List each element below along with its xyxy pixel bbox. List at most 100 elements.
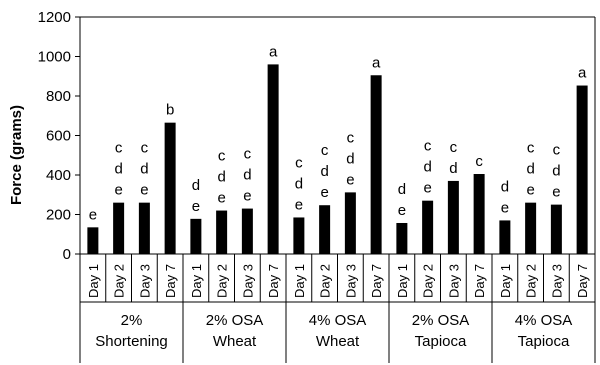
- bar: [138, 202, 150, 254]
- significance-letter: e: [114, 182, 122, 199]
- significance-letter: d: [449, 160, 457, 177]
- x-tick-label: Day 2: [215, 264, 230, 298]
- significance-letter: e: [192, 198, 200, 215]
- y-tick-label: 600: [46, 128, 71, 145]
- y-tick-label: 1200: [38, 9, 71, 26]
- significance-letter: d: [295, 175, 303, 192]
- significance-letter: c: [321, 142, 329, 159]
- bar: [241, 208, 253, 254]
- significance-letter: d: [501, 178, 509, 195]
- significance-letter: e: [423, 180, 431, 197]
- significance-letter: d: [192, 177, 200, 194]
- significance-letter: e: [89, 206, 97, 223]
- significance-letter: c: [475, 153, 483, 170]
- x-tick-label: Day 2: [112, 264, 127, 298]
- x-tick-label: Day 7: [369, 264, 384, 298]
- bar: [576, 85, 588, 254]
- bar: [164, 122, 176, 254]
- group-label: Wheat: [213, 333, 257, 350]
- significance-letter: e: [217, 190, 225, 207]
- significance-letter: b: [166, 102, 174, 119]
- y-tick-label: 400: [46, 167, 71, 184]
- x-tick-label: Day 7: [163, 264, 178, 298]
- bar: [473, 174, 485, 254]
- bar: [525, 202, 537, 254]
- significance-letter: e: [346, 171, 354, 188]
- significance-letter: d: [217, 169, 225, 186]
- significance-letter: e: [140, 182, 148, 199]
- group-label: Wheat: [316, 333, 360, 350]
- significance-letter: d: [526, 161, 534, 178]
- bar: [216, 210, 228, 254]
- x-tick-label: Day 3: [343, 264, 358, 298]
- x-tick-label: Day 7: [472, 264, 487, 298]
- x-tick-label: Day 2: [421, 264, 436, 298]
- significance-letter: e: [320, 184, 328, 201]
- group-label: 2% OSA: [412, 312, 470, 329]
- significance-letter: c: [218, 148, 226, 165]
- significance-letter: c: [295, 154, 303, 171]
- significance-letter: e: [552, 184, 560, 201]
- x-tick-label: Day 3: [137, 264, 152, 298]
- bar: [344, 192, 356, 254]
- y-tick-label: 1000: [38, 49, 71, 66]
- x-tick-label: Day 1: [189, 264, 204, 298]
- x-tick-label: Day 3: [240, 264, 255, 298]
- group-label: 2% OSA: [206, 312, 264, 329]
- significance-letter: c: [115, 140, 123, 157]
- bar: [190, 218, 202, 254]
- significance-letter: a: [578, 65, 587, 82]
- significance-letter: d: [140, 161, 148, 178]
- bar: [550, 204, 562, 254]
- bar: [422, 200, 434, 254]
- significance-letter: d: [320, 163, 328, 180]
- group-label: 2%: [121, 312, 143, 329]
- significance-letter: c: [553, 142, 561, 159]
- x-tick-label: Day 1: [498, 264, 513, 298]
- significance-letter: a: [269, 43, 278, 60]
- y-tick-label: 0: [63, 246, 71, 263]
- significance-letter: e: [501, 199, 509, 216]
- bar: [267, 64, 279, 255]
- significance-letter: d: [114, 161, 122, 178]
- group-label: 4% OSA: [309, 312, 367, 329]
- group-label: Tapioca: [415, 333, 467, 350]
- y-axis-label: Force (grams): [8, 105, 25, 205]
- bar: [319, 205, 331, 254]
- significance-letter: e: [398, 202, 406, 219]
- significance-letter: e: [243, 188, 251, 205]
- bar: [87, 227, 99, 254]
- bar: [293, 217, 305, 254]
- significance-letter: d: [423, 159, 431, 176]
- x-tick-label: Day 7: [575, 264, 590, 298]
- bar: [113, 202, 125, 254]
- x-tick-label: Day 2: [318, 264, 333, 298]
- significance-letter: a: [372, 54, 381, 71]
- significance-letter: c: [141, 140, 149, 157]
- y-tick-label: 200: [46, 207, 71, 224]
- bar: [370, 75, 382, 254]
- group-label: Tapioca: [518, 333, 570, 350]
- significance-letter: e: [526, 182, 534, 199]
- x-tick-label: Day 1: [292, 264, 307, 298]
- x-tick-label: Day 1: [395, 264, 410, 298]
- x-tick-label: Day 3: [549, 264, 564, 298]
- significance-letter: c: [527, 140, 535, 157]
- significance-letter: d: [243, 167, 251, 184]
- significance-letter: d: [346, 150, 354, 167]
- significance-letter: d: [398, 181, 406, 198]
- x-tick-label: Day 2: [524, 264, 539, 298]
- significance-letter: d: [552, 163, 560, 180]
- significance-letter: c: [450, 139, 458, 156]
- bar: [447, 180, 459, 254]
- group-label: Shortening: [95, 333, 168, 350]
- x-tick-label: Day 3: [446, 264, 461, 298]
- bar: [499, 220, 511, 254]
- x-tick-label: Day 7: [266, 264, 281, 298]
- significance-letter: c: [244, 146, 252, 163]
- significance-letter: c: [347, 129, 355, 146]
- group-label: 4% OSA: [515, 312, 573, 329]
